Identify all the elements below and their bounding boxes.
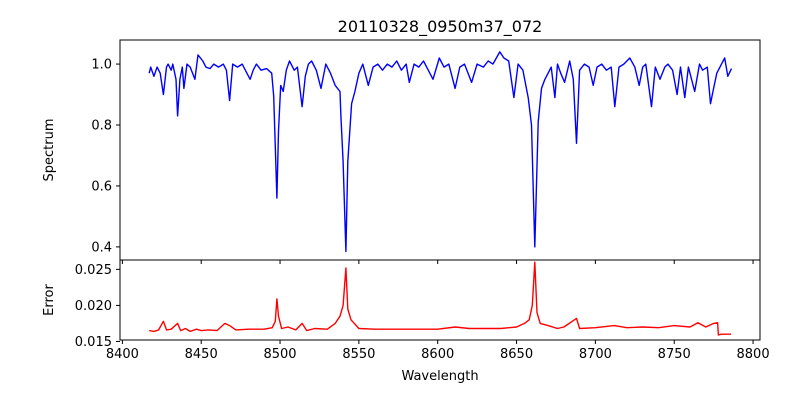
spectrum-line xyxy=(148,51,733,253)
y-tick-label: 0.020 xyxy=(75,299,112,314)
x-axis-label: Wavelength xyxy=(401,369,478,384)
y-tick-label: 0.6 xyxy=(91,179,112,194)
y-tick-label: 0.4 xyxy=(91,240,112,255)
x-tick-label: 8700 xyxy=(579,347,612,362)
x-tick-label: 8500 xyxy=(263,347,296,362)
y-tick-label: 0.8 xyxy=(91,119,112,134)
y-axis-label-spectrum: Spectrum xyxy=(42,119,57,182)
x-tick-label: 8450 xyxy=(185,347,218,362)
y-tick-label: 1.0 xyxy=(91,58,112,73)
axes-frame xyxy=(119,259,761,341)
y-tick-label: 0.015 xyxy=(75,335,112,350)
y-tick-label: 0.025 xyxy=(75,263,112,278)
axes-frame xyxy=(119,39,761,261)
x-tick-label: 8600 xyxy=(421,347,454,362)
x-tick-label: 8750 xyxy=(658,347,691,362)
chart-title: 20110328_0950m37_072 xyxy=(338,17,543,37)
x-tick-label: 8650 xyxy=(500,347,533,362)
y-axis-label-error: Error xyxy=(42,284,57,316)
error-line xyxy=(149,261,731,336)
x-tick-label: 8400 xyxy=(106,347,139,362)
x-tick-label: 8550 xyxy=(342,347,375,362)
spectrum-axes: 0.4 0.6 0.8 1.0 xyxy=(91,39,761,264)
error-axes: 8400 8450 8500 8550 8600 8650 8700 8750 8800 0.01… xyxy=(75,259,770,362)
x-tick-label: 8800 xyxy=(737,347,770,362)
